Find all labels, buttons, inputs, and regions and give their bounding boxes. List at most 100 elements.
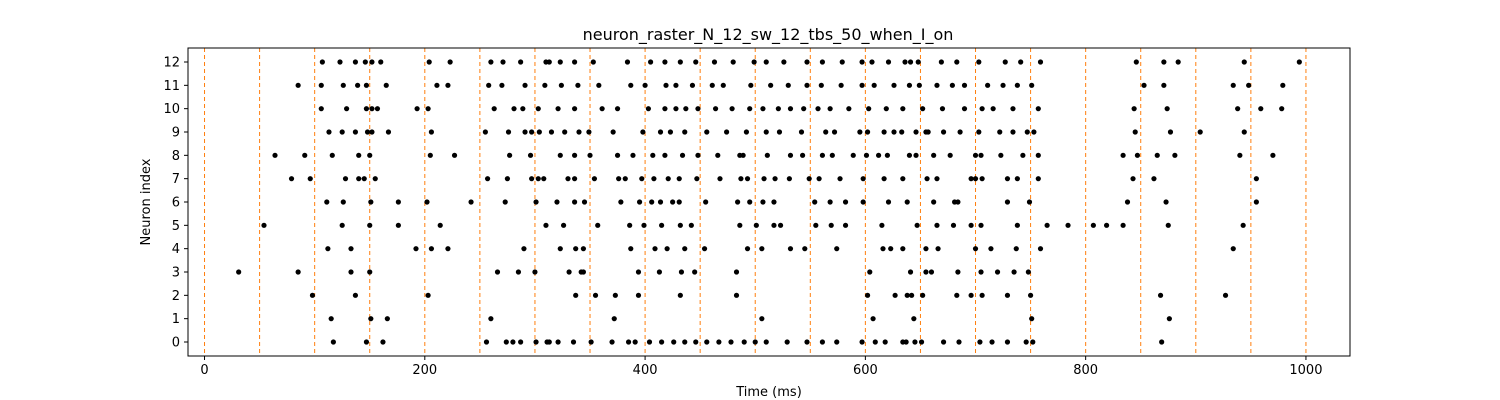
spike-point [337, 59, 343, 65]
spike-point [428, 129, 435, 135]
spike-point [819, 152, 826, 158]
spike-point [928, 269, 935, 275]
spike-point [989, 339, 995, 345]
spike-point [662, 152, 668, 158]
spike-point [554, 199, 560, 205]
spike-point [447, 59, 453, 65]
spike-point [764, 152, 770, 158]
x-tick-label: 800 [1073, 363, 1098, 378]
spike-point [548, 129, 555, 135]
spike-point [760, 199, 766, 205]
y-tick-label: 7 [172, 172, 180, 187]
spike-point [872, 339, 878, 345]
spike-point [261, 222, 267, 228]
spike-point [647, 59, 654, 65]
spike-point [771, 222, 777, 228]
spike-point [909, 292, 915, 298]
spike-point [295, 269, 301, 275]
spike-point [695, 106, 701, 112]
spike-point [802, 246, 808, 252]
spike-point [557, 59, 563, 65]
spike-point [348, 246, 354, 252]
spike-point [677, 222, 683, 228]
spike-point [961, 82, 968, 88]
spike-point [846, 106, 852, 112]
spike-point [546, 59, 552, 65]
spike-point [904, 292, 910, 298]
spike-point [329, 152, 335, 158]
spike-point [348, 269, 354, 275]
spike-point [1024, 129, 1030, 135]
spike-point [763, 339, 769, 345]
spike-point [729, 106, 735, 112]
spike-point [1270, 152, 1276, 158]
spike-point [781, 59, 787, 65]
spike-point [599, 106, 605, 112]
spike-point [640, 129, 646, 135]
spike-point [1175, 59, 1181, 65]
spike-point [753, 222, 759, 228]
spike-point [777, 222, 784, 228]
spike-point [870, 316, 876, 322]
spike-point [716, 339, 722, 345]
spike-point [522, 82, 528, 88]
spike-point [741, 339, 747, 345]
spike-point [363, 339, 370, 345]
spike-point [657, 129, 664, 135]
spike-point [622, 176, 628, 182]
spike-point [1241, 59, 1247, 65]
spike-point [875, 152, 882, 158]
spike-point [676, 176, 682, 182]
spike-point [546, 339, 552, 345]
spike-point [383, 82, 389, 88]
spike-point [356, 176, 362, 182]
spike-point [642, 82, 648, 88]
spike-point [482, 129, 488, 135]
spike-point [352, 59, 359, 65]
spike-point [1197, 129, 1203, 135]
spike-point [570, 339, 577, 345]
spike-point [900, 106, 906, 112]
spike-point [934, 222, 940, 228]
spike-point [763, 59, 769, 65]
spike-point [543, 222, 549, 228]
spike-point [934, 82, 940, 88]
spike-point [740, 152, 746, 158]
spike-point [302, 152, 308, 158]
spike-point [527, 152, 534, 158]
spike-point [588, 339, 594, 345]
spike-point [488, 59, 494, 65]
spike-point [891, 82, 897, 88]
spike-point [1151, 176, 1157, 182]
spike-point [733, 269, 740, 275]
spike-point [934, 176, 940, 182]
spike-point [1132, 129, 1138, 135]
spike-point [662, 59, 668, 65]
spike-point [533, 339, 539, 345]
spike-point [380, 339, 386, 345]
spike-point [883, 106, 889, 112]
spike-point [947, 152, 953, 158]
spike-point [614, 152, 621, 158]
spike-point [903, 339, 909, 345]
spike-point [339, 129, 345, 135]
spike-point [723, 129, 730, 135]
spike-point [925, 129, 931, 135]
y-tick-label: 8 [172, 149, 180, 164]
spike-point [798, 129, 805, 135]
spike-point [1011, 269, 1017, 275]
spike-point [502, 199, 508, 205]
spike-point [662, 106, 668, 112]
spike-point [1031, 129, 1037, 135]
spike-point [520, 106, 526, 112]
spike-point [533, 199, 539, 205]
spike-point [860, 176, 866, 182]
spike-point [888, 246, 894, 252]
spike-point [879, 222, 885, 228]
spike-point [1029, 316, 1035, 322]
spike-point [374, 106, 381, 112]
spike-point [665, 176, 671, 182]
spike-point [678, 269, 685, 275]
spike-point [362, 59, 368, 65]
